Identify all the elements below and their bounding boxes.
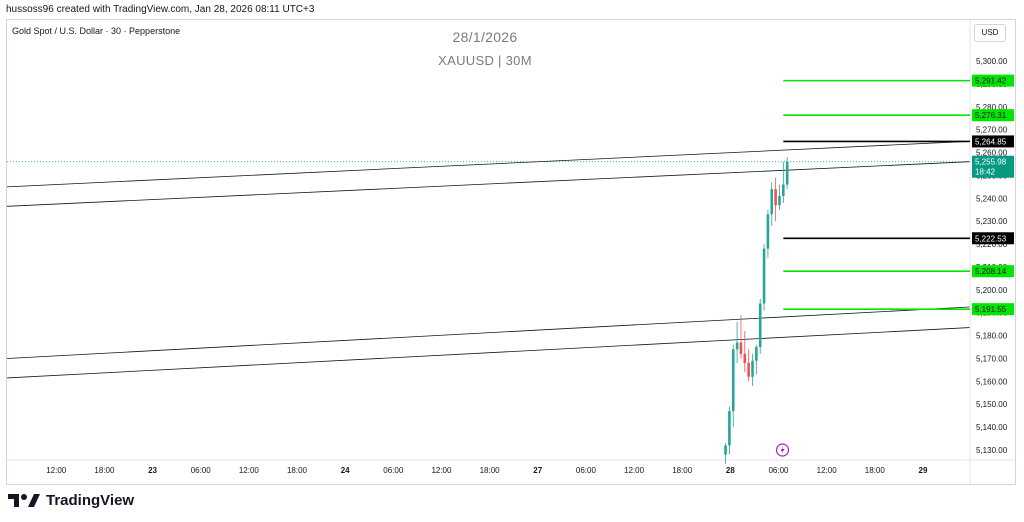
symbol-title[interactable]: Gold Spot / U.S. Dollar · 30 · Peppersto… [12, 26, 181, 36]
candle-body [758, 303, 762, 348]
price-level-tag [972, 135, 1014, 148]
candle-body [751, 360, 754, 377]
y-tick-label: 5,130.00 [976, 446, 1008, 455]
lightning-bolt [780, 446, 785, 454]
last-price-label: 5,255.98 [975, 158, 1007, 167]
candle-body [785, 161, 789, 185]
credit-text: hussoss96 created with TradingView.com, … [6, 4, 315, 15]
price-level-label: 5,264.85 [975, 137, 1007, 146]
candle-body [766, 214, 770, 249]
candle-body [770, 189, 774, 215]
x-tick-label: 06:00 [383, 466, 404, 475]
brand-name: TradingView [46, 491, 135, 509]
tradingview-logo: TradingView [8, 490, 134, 510]
candle-body [739, 342, 743, 354]
chart-frame [6, 19, 1016, 485]
y-tick-label: 5,180.00 [976, 332, 1008, 341]
x-tick-label: 18:00 [865, 466, 886, 475]
candle-body [782, 184, 785, 197]
x-tick-label: 23 [148, 466, 157, 475]
candle-body [731, 349, 735, 412]
candle-body [735, 342, 739, 350]
price-level-tag [972, 109, 1014, 122]
y-tick-label: 5,240.00 [976, 194, 1008, 203]
candle-body [724, 445, 727, 455]
candle-body [778, 196, 781, 206]
x-tick-label: 06:00 [191, 466, 212, 475]
candle-body [762, 248, 766, 304]
y-tick-label: 5,280.00 [976, 103, 1008, 112]
trendline [7, 140, 970, 188]
x-tick-label: 18:00 [480, 466, 501, 475]
price-level-label: 5,276.31 [975, 111, 1007, 120]
price-level-tag [972, 265, 1014, 278]
plot-area [7, 79, 970, 464]
watermark-date: 28/1/2026 [452, 29, 518, 45]
y-tick-label: 5,150.00 [976, 400, 1008, 409]
candle-body [743, 353, 747, 364]
price-level-tag [972, 303, 1014, 316]
y-tick-label: 5,270.00 [976, 126, 1008, 135]
price-level-label: 5,222.53 [975, 234, 1007, 243]
x-tick-label: 27 [533, 466, 542, 475]
x-tick-label: 28 [726, 466, 735, 475]
currency-button[interactable]: USD [974, 24, 1006, 42]
candle-body [728, 411, 731, 446]
price-level-tag [972, 74, 1014, 87]
price-level-label: 5,191.55 [975, 305, 1007, 314]
x-tick-label: 29 [919, 466, 928, 475]
price-level-label: 5,208.14 [975, 267, 1007, 276]
x-tick-label: 06:00 [576, 466, 597, 475]
trendline [7, 306, 970, 359]
x-tick-label: 18:00 [672, 466, 693, 475]
last-price-tag [972, 155, 1014, 178]
price-level-label: 5,291.42 [975, 77, 1007, 86]
x-tick-label: 18:00 [287, 466, 308, 475]
y-tick-label: 5,140.00 [976, 423, 1008, 432]
x-tick-label: 12:00 [817, 466, 838, 475]
x-tick-label: 12:00 [431, 466, 452, 475]
y-tick-label: 5,160.00 [976, 377, 1008, 386]
tradingview-logo-icon [8, 494, 40, 507]
watermark-ticker: XAUUSD | 30M [438, 53, 532, 68]
y-tick-label: 5,300.00 [976, 57, 1008, 66]
y-tick-label: 5,230.00 [976, 217, 1008, 226]
lightning-icon[interactable] [775, 443, 790, 457]
y-tick-label: 5,170.00 [976, 354, 1008, 363]
x-tick-label: 12:00 [239, 466, 260, 475]
candle-body [774, 189, 777, 206]
candle-body [755, 347, 758, 361]
x-tick-label: 24 [341, 466, 350, 475]
x-tick-label: 12:00 [46, 466, 67, 475]
candle-body [747, 363, 750, 377]
y-tick-label: 5,200.00 [976, 286, 1008, 295]
bar-countdown-label: 18:42 [975, 168, 996, 177]
x-tick-label: 18:00 [94, 466, 115, 475]
price-level-tag [972, 232, 1014, 245]
y-tick-label: 5,260.00 [976, 149, 1008, 158]
x-tick-label: 12:00 [624, 466, 645, 475]
trendline [7, 161, 970, 207]
y-tick-label: 5,220.00 [976, 240, 1008, 249]
x-tick-label: 06:00 [768, 466, 789, 475]
trendline [7, 327, 970, 379]
